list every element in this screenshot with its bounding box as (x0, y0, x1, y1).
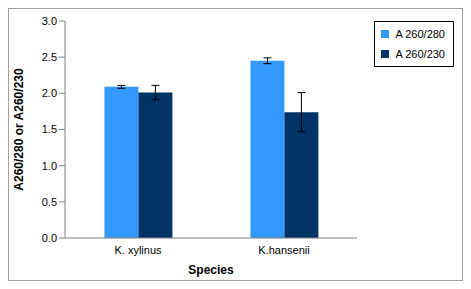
svg-text:Species: Species (188, 263, 234, 277)
svg-text:1.5: 1.5 (42, 123, 57, 135)
svg-text:K. xylinus: K. xylinus (114, 244, 162, 256)
svg-text:2.5: 2.5 (42, 51, 57, 63)
svg-text:3.0: 3.0 (42, 15, 57, 27)
svg-text:2.0: 2.0 (42, 87, 57, 99)
html-text:A 260/280: A 260/280 (395, 28, 445, 40)
svg-text:1.0: 1.0 (42, 160, 57, 172)
svg-text:A260/280 or A260/230: A260/280 or A260/230 (12, 68, 26, 191)
svg-text:K.hansenii: K.hansenii (258, 244, 309, 256)
svg-text:0.5: 0.5 (42, 196, 57, 208)
svg-text:0.0: 0.0 (42, 232, 57, 244)
html-text:A 260/230: A 260/230 (395, 48, 445, 60)
